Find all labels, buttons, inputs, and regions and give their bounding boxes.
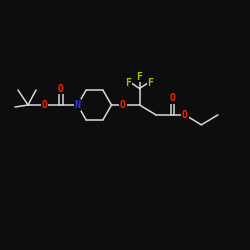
Text: O: O bbox=[42, 100, 48, 110]
Text: O: O bbox=[170, 94, 175, 104]
Text: F: F bbox=[136, 72, 142, 82]
Text: F: F bbox=[126, 78, 132, 88]
Text: O: O bbox=[58, 84, 64, 94]
Text: N: N bbox=[74, 100, 80, 110]
Text: O: O bbox=[182, 110, 188, 120]
Text: F: F bbox=[148, 78, 154, 88]
Text: O: O bbox=[120, 100, 126, 110]
